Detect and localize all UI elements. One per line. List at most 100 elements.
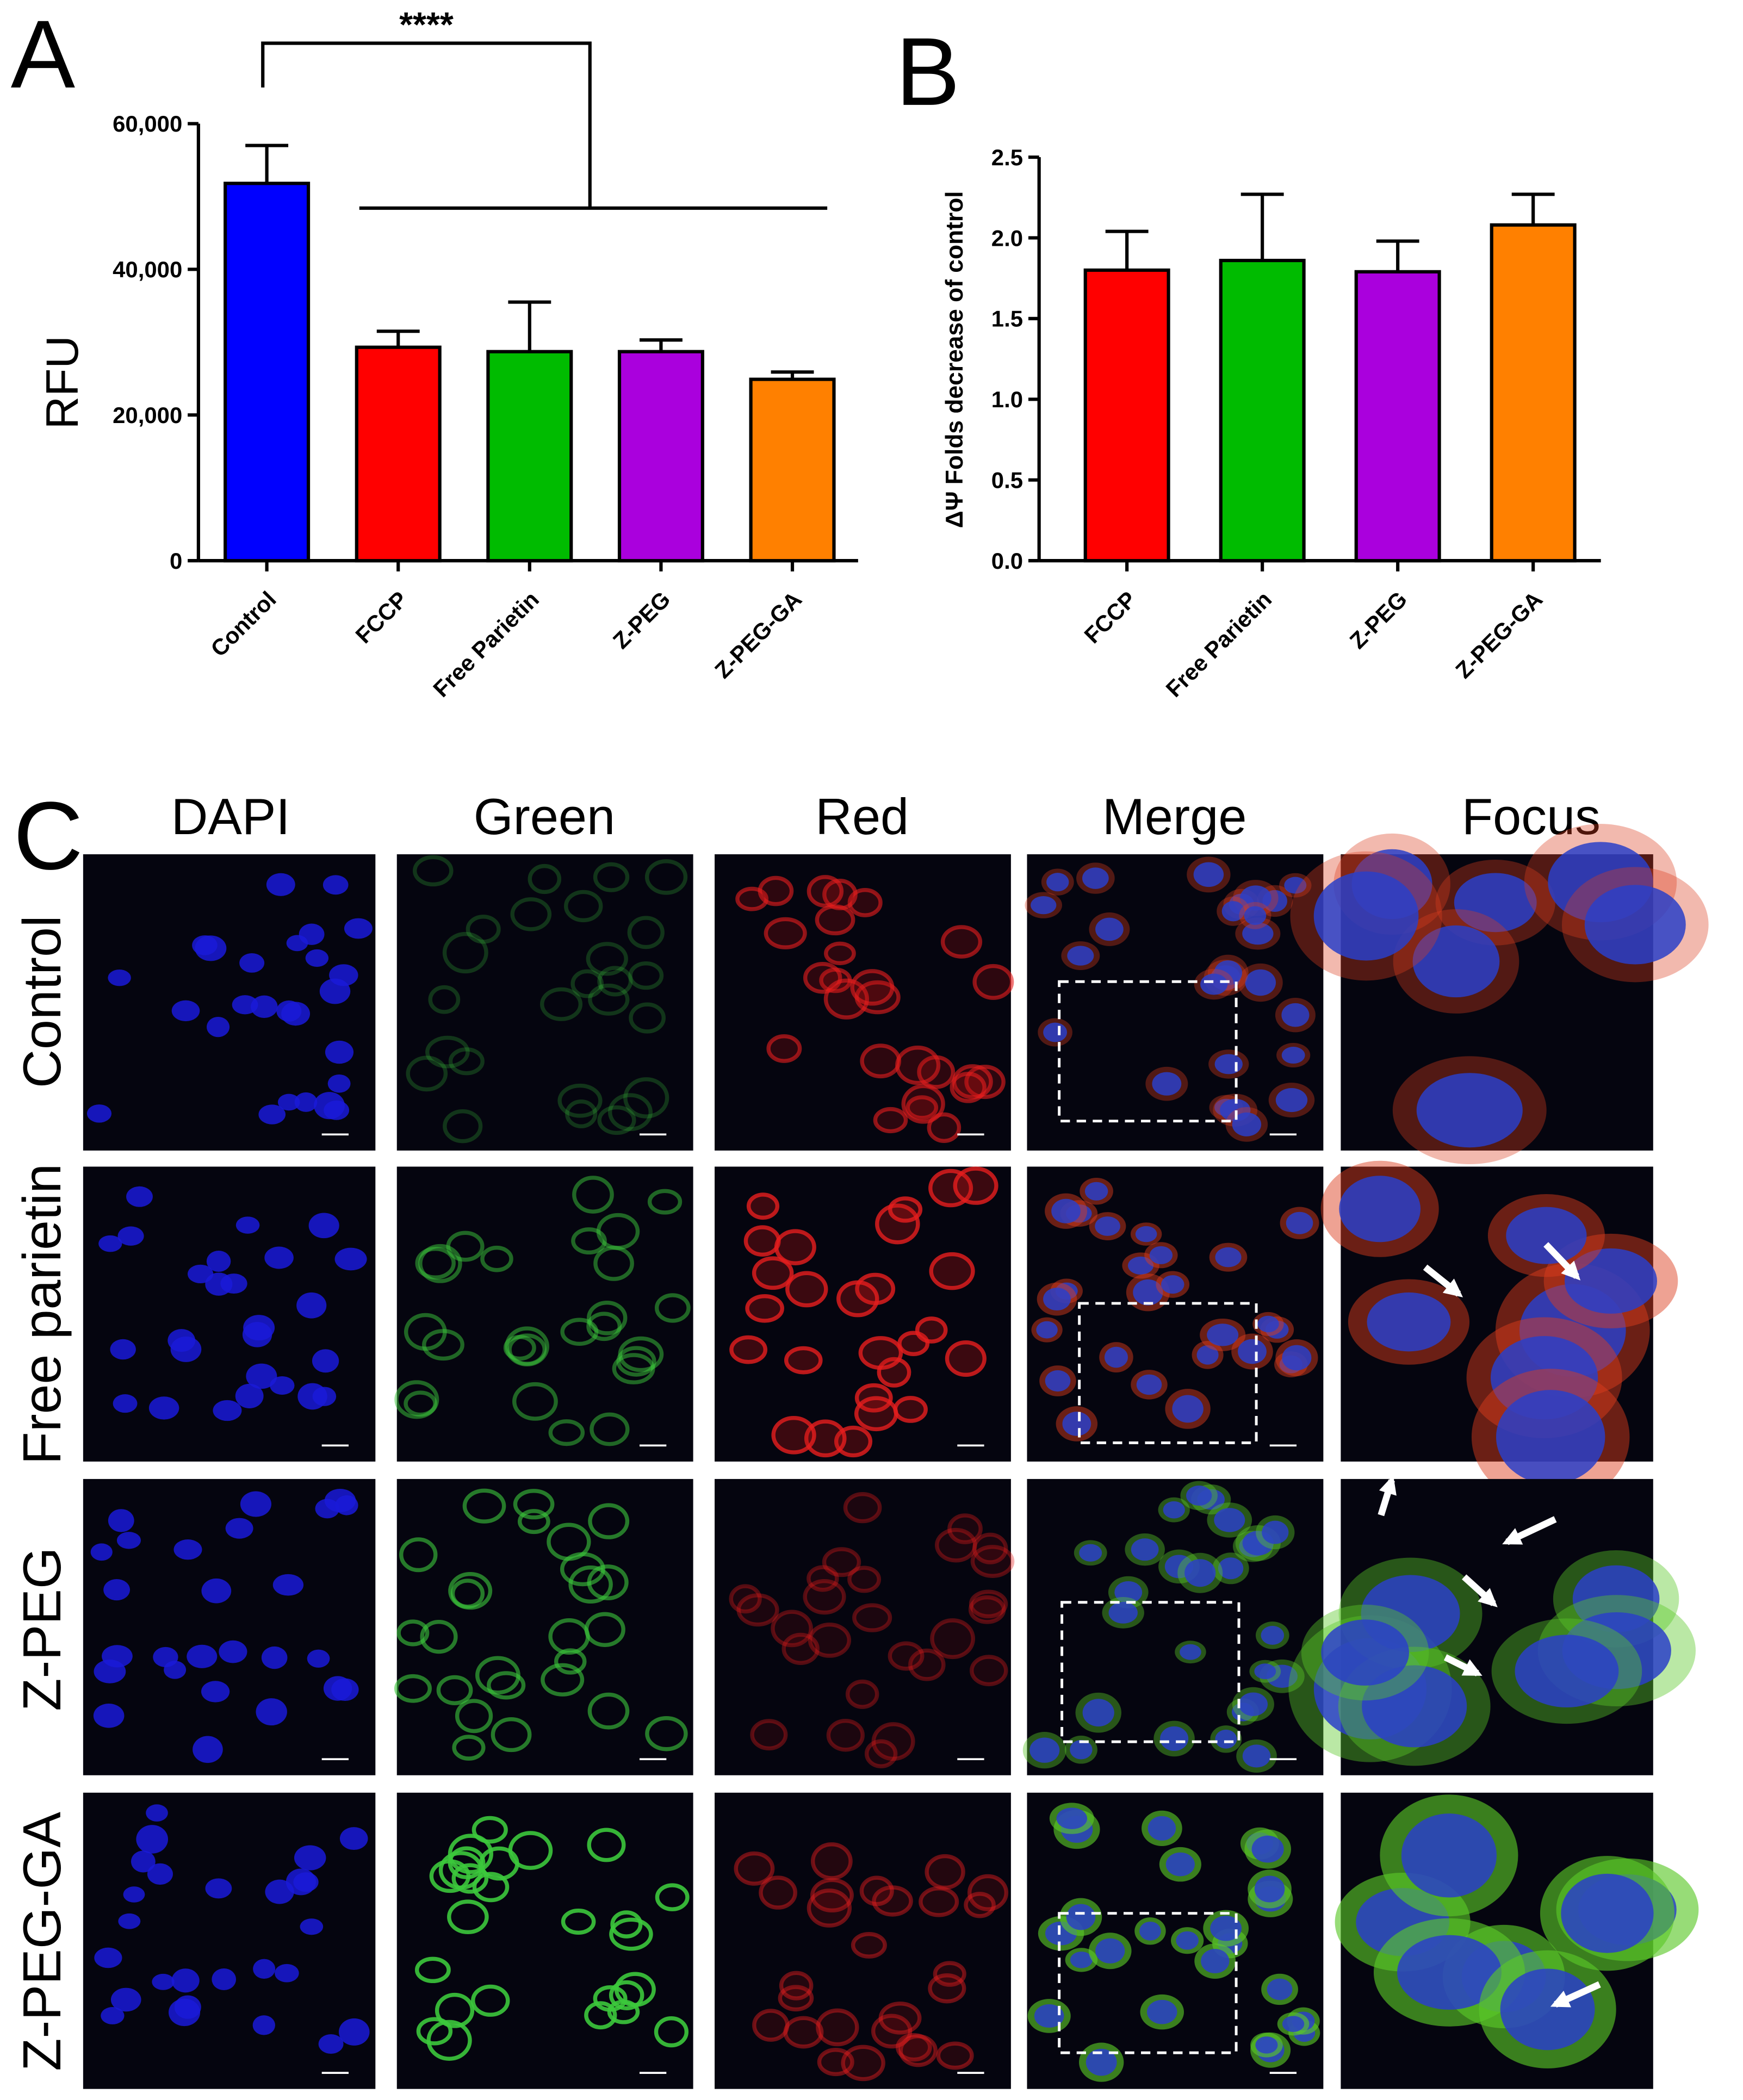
cell [940,925,983,959]
y-tick-label: 20,000 [113,402,182,428]
cell [781,1632,820,1665]
nucleus [312,1349,339,1373]
cell [873,1107,908,1134]
cell [597,1105,636,1135]
micrograph [1290,824,1709,1165]
cell [778,1985,814,2012]
x-tick-label: FCCP [350,586,412,648]
nucleus [339,1827,368,1850]
cell [597,966,633,997]
nucleus [173,1539,202,1560]
cell [540,987,583,1021]
nucleus [1506,1207,1587,1264]
cell [810,1842,853,1880]
nucleus [294,1092,318,1112]
cell [418,1244,462,1283]
row-label: Control [12,915,72,1088]
nucleus [1584,885,1686,965]
nucleus [1034,2004,1064,2028]
cell [612,1353,655,1384]
cell [908,1648,946,1681]
nucleus [1043,1022,1068,1042]
cell [563,890,603,923]
nucleus [1339,1176,1421,1242]
nucleus [1056,1807,1088,1829]
cell [927,1112,962,1143]
nucleus [1201,1949,1230,1973]
cell [915,1316,948,1344]
cell [845,1679,879,1709]
bar [355,345,442,563]
cell [415,1246,456,1279]
arrow-head [1478,1588,1498,1607]
panel-label: A [11,0,76,108]
nucleus [1282,1345,1312,1371]
cell [586,942,628,976]
nucleus [1172,1395,1204,1423]
nucleus [1454,873,1537,933]
cell [743,1225,781,1257]
cell [584,2001,617,2030]
cell [568,1565,613,1604]
micrograph [396,854,693,1151]
bar [1219,258,1306,563]
bracket-line [261,41,592,208]
nucleus [201,1578,232,1604]
micrograph [715,1478,1015,1775]
cell [406,1055,448,1092]
nucleus [239,953,265,973]
arrow-head [1461,1659,1483,1676]
nucleus [187,1644,218,1668]
cell [750,1719,788,1751]
nucleus [1397,1935,1502,2010]
nucleus [1180,1644,1201,1660]
micrograph [396,1792,693,2089]
cell [815,904,855,936]
nucleus [1281,1003,1310,1027]
nucleus [1500,1968,1595,2051]
x-tick-label: Z-PEG-GA [710,586,807,683]
nucleus [1262,1520,1289,1544]
micrograph [1025,854,1324,1151]
cell [420,1619,458,1654]
nucleus [201,1681,230,1703]
column-header: Focus [1462,788,1601,845]
micrograph [715,854,1014,1151]
cell [394,1380,439,1419]
nucleus [1215,1247,1242,1268]
cell [928,1973,966,2004]
nucleus [251,995,278,1018]
y-axis-label: RFU [36,335,88,429]
arrow-head [1678,1850,1699,1868]
nucleus [90,1543,113,1561]
cell [929,1252,975,1290]
cell [572,1176,614,1214]
x-tick-label: Free Parietin [428,586,544,702]
cell [623,1077,669,1119]
nucleus [103,1579,130,1601]
cell [784,1346,823,1375]
nucleus [335,1495,358,1515]
cell [471,1984,510,2017]
nucleus [1136,1374,1162,1395]
nucleus [1267,1978,1293,2000]
cell [964,1892,996,1918]
nucleus [1161,1275,1184,1294]
cell [541,1663,585,1697]
micrograph [1335,1792,1699,2089]
cell [871,2014,913,2049]
cell [571,1227,607,1255]
cell [875,1203,920,1245]
micrograph [1288,1478,1696,1775]
panel-label: C [14,781,83,890]
nucleus [305,949,329,967]
nucleus [1062,1412,1091,1436]
cell [774,1229,816,1265]
nucleus [1114,1581,1143,1604]
cell [934,1527,977,1563]
nucleus [1139,1921,1161,1941]
micrograph [1022,1478,1324,1775]
cell [503,1335,536,1361]
cell [512,1382,558,1421]
cell [854,1396,898,1432]
